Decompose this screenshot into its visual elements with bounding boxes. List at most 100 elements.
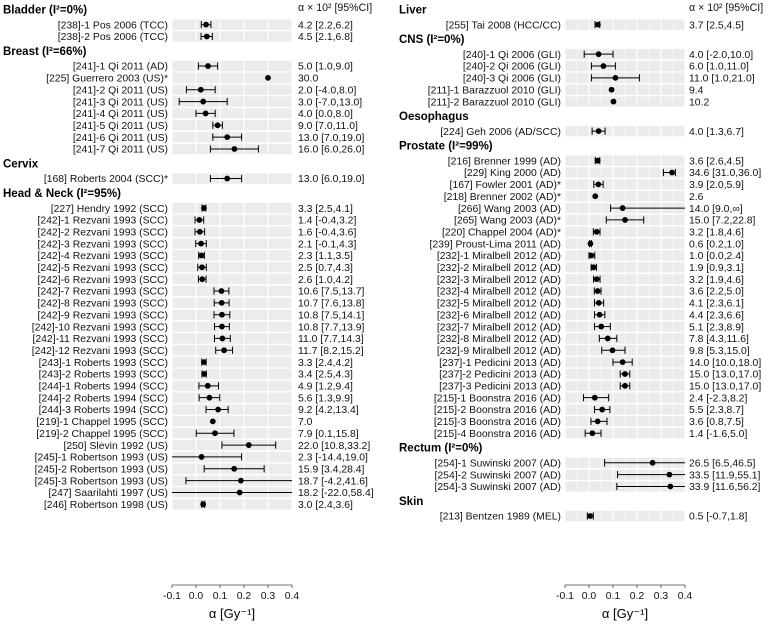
group-title: Skin — [399, 496, 423, 508]
estimate-text: 11.0 [1.0,21.0] — [689, 74, 755, 85]
estimate-text: 16.0 [6.0,26.0] — [298, 145, 365, 156]
estimate-text: 1.6 [-0.4,3.6] — [298, 227, 356, 238]
estimate-point — [200, 501, 207, 508]
estimate-point — [666, 471, 673, 478]
group-title: CNS (I²=0%) — [399, 34, 465, 46]
estimate-text: 18.2 [-22.0,58.4] — [298, 488, 374, 499]
estimate-text: 14.0 [10.0,18.0] — [689, 358, 761, 369]
study-label: [239] Proust-Lima 2011 (AD) — [430, 239, 561, 250]
estimate-text: 5.0 [1.0,9.0] — [298, 62, 353, 73]
estimate-text: 33.9 [11.6,56.2] — [689, 482, 761, 493]
study-label: [232]-4 Miralbell 2012 (AD) — [437, 287, 561, 298]
estimate-text: 2.4 [-2.3,8.2] — [689, 393, 747, 404]
study-label: [246] Robertson 1998 (US) — [44, 500, 168, 511]
estimate-text: 4.5 [2.1,6.8] — [298, 32, 353, 43]
group-title: Rectum (I²=0%) — [399, 443, 483, 455]
column-header: α × 10² [95%CI] — [689, 2, 763, 14]
x-tick-label: 0.1 — [213, 591, 228, 602]
estimate-point — [595, 181, 602, 188]
x-tick-label: 0.2 — [237, 591, 252, 602]
estimate-text: 3.2 [1.9,4.6] — [689, 275, 744, 286]
estimate-point — [619, 359, 626, 366]
estimate-point — [587, 240, 594, 247]
estimate-point — [219, 335, 226, 342]
estimate-text: 13.0 [7.0,19.0] — [298, 133, 365, 144]
x-tick-label: 0.3 — [261, 591, 276, 602]
estimate-point — [198, 240, 204, 247]
estimate-text: 18.7 [-4.2,41.6] — [298, 476, 368, 487]
estimate-text: 10.8 [7.7,13.9] — [298, 322, 365, 333]
estimate-text: 13.0 [6.0,19.0] — [298, 174, 365, 185]
estimate-text: 9.4 — [689, 85, 704, 96]
estimate-point — [649, 459, 656, 466]
estimate-point — [197, 86, 204, 93]
study-label: [241]-4 Qi 2011 (US) — [73, 109, 168, 120]
estimate-text: 9.0 [7.0,11.0] — [298, 121, 358, 132]
estimate-point — [588, 252, 595, 259]
study-label: [254]-1 Suwinski 2007 (AD) — [435, 458, 561, 469]
estimate-point — [245, 442, 252, 448]
study-label: [213] Bentzen 1989 (MEL) — [440, 512, 561, 523]
estimate-text: 3.6 [2.6,4.5] — [689, 156, 744, 167]
x-tick-label: 0.3 — [654, 591, 669, 602]
study-label: [241]-2 Qi 2011 (US) — [73, 85, 168, 96]
estimate-point — [595, 128, 602, 135]
estimate-point — [595, 51, 602, 58]
study-label: [215]-1 Boonstra 2016 (AD) — [434, 393, 561, 404]
estimate-text: 5.1 [2.3,8.9] — [689, 322, 744, 333]
estimate-point — [598, 323, 605, 330]
estimate-text: 9.2 [4.2,13.4] — [298, 405, 359, 416]
estimate-text: 15.0 [13.0,17.0] — [689, 382, 761, 393]
group-title: Breast (I²=66%) — [3, 46, 87, 58]
estimate-text: 3.4 [2.5,4.3] — [298, 370, 353, 381]
estimate-text: 10.7 [7.6,13.8] — [298, 299, 365, 310]
estimate-point — [219, 323, 225, 330]
estimate-text: 15.0 [7.2,22.8] — [689, 216, 756, 227]
study-label: [242]-4 Rezvani 1993 (SCC) — [37, 251, 168, 262]
study-label: [242]-9 Rezvani 1993 (SCC) — [37, 310, 168, 321]
estimate-point — [231, 146, 238, 152]
estimate-point — [622, 382, 628, 389]
estimate-point — [199, 264, 205, 271]
study-label: [243]-1 Roberts 1993 (SCC) — [39, 358, 168, 369]
estimate-text: 0.6 [0.2,1.0] — [689, 239, 744, 250]
estimate-point — [622, 371, 628, 377]
study-label: [241]-3 Qi 2011 (US) — [73, 97, 168, 108]
study-label: [242]-3 Rezvani 1993 (SCC) — [37, 239, 168, 250]
study-label: [255] Tai 2008 (HCC/CC) — [446, 20, 561, 31]
estimate-text: 11.0 [7.7,14.3] — [298, 334, 364, 345]
x-tick-label: 0.0 — [582, 591, 597, 602]
estimate-text: 3.6 [0.8,7.5] — [689, 417, 744, 428]
x-tick-label: -0.1 — [556, 591, 574, 602]
estimate-text: 4.4 [2.3,6.6] — [689, 310, 744, 321]
study-label: [211]-1 Barazzuol 2010 (GLI) — [428, 85, 561, 96]
estimate-text: 2.3 [1.1,3.5] — [298, 251, 353, 262]
estimate-text: 5.6 [1.3,9.9] — [298, 393, 353, 404]
estimate-text: 6.0 [1.0,11.0] — [689, 62, 749, 73]
study-label: [219]-1 Chappel 1995 (SCC) — [36, 417, 168, 428]
estimate-point — [196, 228, 203, 235]
study-label: [265] Wang 2003 (AD)* — [454, 216, 561, 227]
study-label: [242]-12 Rezvani 1993 (SCC) — [32, 346, 168, 357]
study-label: [238]-2 Pos 2006 (TCC) — [58, 32, 168, 43]
estimate-point — [212, 430, 218, 437]
study-label: [215]-4 Boonstra 2016 (AD) — [434, 429, 561, 440]
estimate-point — [587, 513, 594, 519]
study-label: [242]-6 Rezvani 1993 (SCC) — [37, 275, 168, 286]
estimate-point — [219, 311, 225, 318]
estimate-point — [599, 406, 606, 413]
estimate-point — [610, 98, 617, 105]
estimate-text: 0.5 [-0.7,1.8] — [689, 512, 747, 523]
study-label: [241]-1 Qi 2011 (AD) — [73, 62, 168, 73]
estimate-text: 1.4 [-1.6,5.0] — [689, 429, 747, 440]
study-label: [232]-5 Miralbell 2012 (AD) — [437, 299, 561, 310]
estimate-point — [218, 299, 225, 306]
estimate-text: 2.6 — [689, 192, 704, 203]
x-tick-label: -0.1 — [163, 591, 181, 602]
estimate-point — [199, 276, 206, 283]
estimate-text: 22.0 [10.8,33.2] — [298, 441, 370, 452]
estimate-text: 26.5 [6.5,46.5] — [689, 458, 756, 469]
estimate-text: 30.0 — [298, 74, 318, 85]
estimate-point — [201, 205, 207, 211]
estimate-point — [594, 288, 601, 294]
